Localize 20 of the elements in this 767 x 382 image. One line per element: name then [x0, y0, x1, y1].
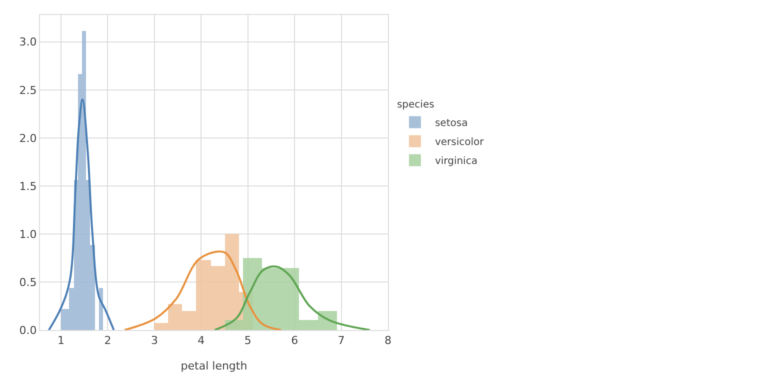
y-tick-label: 2.5: [19, 84, 37, 97]
x-tick-label: 2: [104, 334, 112, 348]
y-tick-label: 1.5: [19, 180, 37, 193]
x-axis-title: petal length: [180, 359, 248, 372]
y-tick-label: 0.0: [19, 324, 37, 337]
x-tick-label: 8: [384, 334, 392, 348]
legend-label: setosa: [434, 118, 468, 130]
x-tick-label: 6: [291, 334, 298, 348]
x-tick-label: 4: [198, 334, 205, 348]
legend-label: virginica: [434, 156, 478, 168]
x-tick-label: 7: [338, 334, 345, 348]
y-tick-label: 0.5: [19, 276, 37, 289]
y-tick-label: 1.0: [19, 228, 37, 241]
y-tick-label: 2.0: [19, 132, 37, 145]
y-tick-label: 3.0: [19, 36, 37, 49]
x-tick-label: 3: [150, 334, 158, 348]
x-tick-label: 5: [244, 334, 252, 348]
legend-title: species: [396, 100, 434, 111]
legend-label: versicolor: [434, 137, 485, 148]
x-tick-label: 1: [58, 334, 65, 348]
